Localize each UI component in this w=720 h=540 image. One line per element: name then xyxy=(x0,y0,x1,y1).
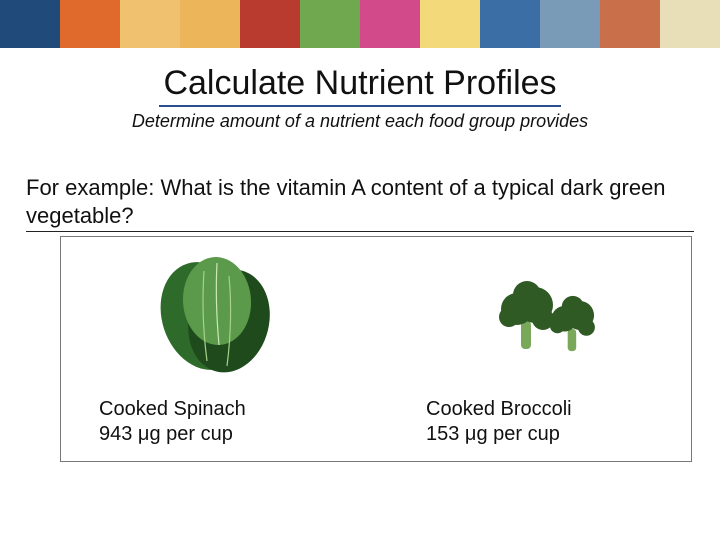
spinach-caption: Cooked Spinach 943 μg per cup xyxy=(81,397,356,447)
broccoli-name: Cooked Broccoli xyxy=(426,398,572,420)
banner-segment xyxy=(240,0,300,48)
banner-segment xyxy=(480,0,540,48)
food-item-spinach: Cooked Spinach 943 μg per cup xyxy=(81,251,356,447)
spinach-name: Cooked Spinach xyxy=(99,398,246,420)
broccoli-image xyxy=(444,251,624,391)
page-title: Calculate Nutrient Profiles xyxy=(159,64,560,107)
banner-segment xyxy=(360,0,420,48)
spinach-image xyxy=(129,251,309,391)
example-question: For example: What is the vitamin A conte… xyxy=(26,174,694,232)
broccoli-value: 153 μg per cup xyxy=(426,423,560,445)
food-item-broccoli: Cooked Broccoli 153 μg per cup xyxy=(396,251,671,447)
banner-segment xyxy=(120,0,180,48)
broccoli-caption: Cooked Broccoli 153 μg per cup xyxy=(396,397,671,447)
banner-segment xyxy=(180,0,240,48)
banner-segment xyxy=(660,0,720,48)
banner-segment xyxy=(300,0,360,48)
page-subtitle: Determine amount of a nutrient each food… xyxy=(0,111,720,132)
banner-segment xyxy=(420,0,480,48)
banner-segment xyxy=(600,0,660,48)
title-block: Calculate Nutrient Profiles Determine am… xyxy=(0,64,720,132)
banner-segment xyxy=(540,0,600,48)
spinach-value: 943 μg per cup xyxy=(99,423,233,445)
banner-segment xyxy=(60,0,120,48)
food-items-box: Cooked Spinach 943 μg per cup xyxy=(60,236,692,462)
banner-segment xyxy=(0,0,60,48)
food-groups-banner xyxy=(0,0,720,48)
